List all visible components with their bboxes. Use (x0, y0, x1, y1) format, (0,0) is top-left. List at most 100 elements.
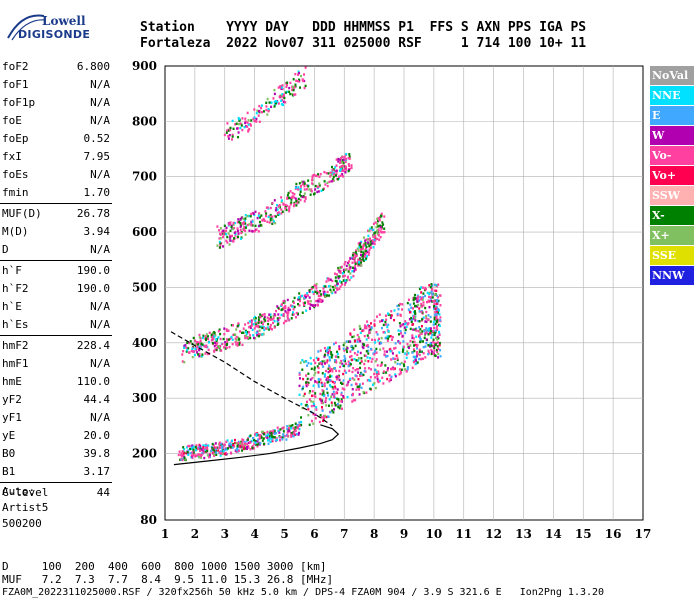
param-row: foF1 N/A (0, 76, 112, 94)
echo-point (335, 273, 338, 276)
echo-point (395, 354, 398, 357)
echo-point (238, 337, 241, 341)
echo-point (266, 113, 269, 116)
echo-point (335, 375, 338, 379)
echo-point (273, 88, 276, 92)
echo-point (261, 439, 264, 442)
echo-point (439, 348, 442, 352)
param-value: 3.94 (83, 225, 111, 238)
echo-point (436, 328, 439, 331)
echo-point (247, 445, 250, 448)
echo-point (335, 361, 338, 364)
echo-point (282, 321, 285, 325)
param-row: hmE 110.0 (0, 373, 112, 391)
echo-point (311, 174, 314, 177)
echo-point (414, 355, 417, 359)
echo-point (225, 131, 228, 134)
echo-point (284, 91, 287, 94)
echo-point (317, 350, 320, 353)
echo-point (348, 268, 351, 271)
echo-point (225, 451, 228, 455)
echo-point (297, 298, 300, 301)
echo-point (334, 170, 337, 173)
echo-point (273, 105, 276, 108)
echo-point (241, 441, 244, 444)
echo-point (314, 395, 317, 398)
echo-point (312, 412, 315, 416)
echo-point (257, 438, 260, 441)
echo-point (378, 342, 381, 345)
echo-point (344, 281, 347, 284)
echo-point (417, 295, 420, 298)
echo-point (281, 86, 284, 89)
echo-point (281, 307, 284, 311)
echo-point (247, 437, 250, 440)
echo-point (235, 122, 238, 125)
echo-point (235, 343, 238, 346)
echo-point (291, 434, 294, 437)
echo-point (292, 432, 295, 435)
param-value: N/A (90, 168, 110, 181)
echo-point (343, 341, 346, 345)
echo-point (425, 327, 428, 330)
echo-point (251, 230, 254, 233)
echo-point (369, 356, 372, 360)
echo-point (278, 439, 281, 442)
echo-point (351, 254, 354, 257)
param-value: N/A (90, 243, 110, 256)
echo-point (373, 372, 376, 376)
echo-point (258, 120, 261, 124)
echo-point (249, 215, 252, 218)
echo-point (327, 370, 330, 374)
echo-point (356, 261, 359, 264)
echo-point (439, 304, 442, 307)
param-name: foF1p (2, 96, 36, 109)
echo-point (322, 414, 325, 418)
echo-point (359, 366, 362, 370)
echo-point (266, 206, 269, 209)
echo-point (265, 108, 268, 112)
echo-point (326, 353, 329, 357)
param-name: D (2, 243, 9, 256)
echo-point (316, 304, 319, 307)
echo-point (321, 389, 324, 392)
echo-point (221, 231, 224, 234)
echo-point (366, 344, 369, 347)
echo-point (337, 355, 340, 359)
echo-point (271, 201, 274, 205)
echo-point (244, 329, 247, 333)
echo-point (331, 385, 334, 389)
echo-point (251, 436, 254, 440)
echo-point (322, 285, 325, 288)
echo-point (315, 356, 318, 360)
echo-point (215, 446, 218, 449)
echo-point (405, 356, 408, 360)
echo-point (427, 349, 430, 353)
echo-point (218, 441, 221, 444)
x-tick-label: 13 (515, 527, 532, 541)
echo-point (333, 393, 336, 396)
echo-point (318, 297, 321, 301)
param-name: fmin (2, 186, 29, 199)
echo-point (227, 329, 230, 332)
echo-point (232, 324, 235, 327)
echo-point (409, 327, 412, 331)
echo-point (434, 315, 437, 318)
echo-point (342, 175, 345, 178)
echo-point (274, 439, 277, 442)
echo-point (341, 387, 344, 390)
echo-point (354, 340, 357, 343)
echo-point (330, 367, 333, 371)
echo-point (420, 357, 423, 361)
echo-point (211, 442, 214, 446)
echo-point (384, 320, 387, 324)
echo-point (301, 195, 304, 199)
echo-point (412, 355, 415, 359)
echo-point (294, 85, 297, 88)
echo-point (208, 331, 211, 334)
echo-point (376, 374, 379, 378)
echo-point (227, 135, 230, 138)
echo-point (355, 382, 358, 386)
param-name: M(D) (2, 225, 29, 238)
echo-point (328, 349, 331, 352)
